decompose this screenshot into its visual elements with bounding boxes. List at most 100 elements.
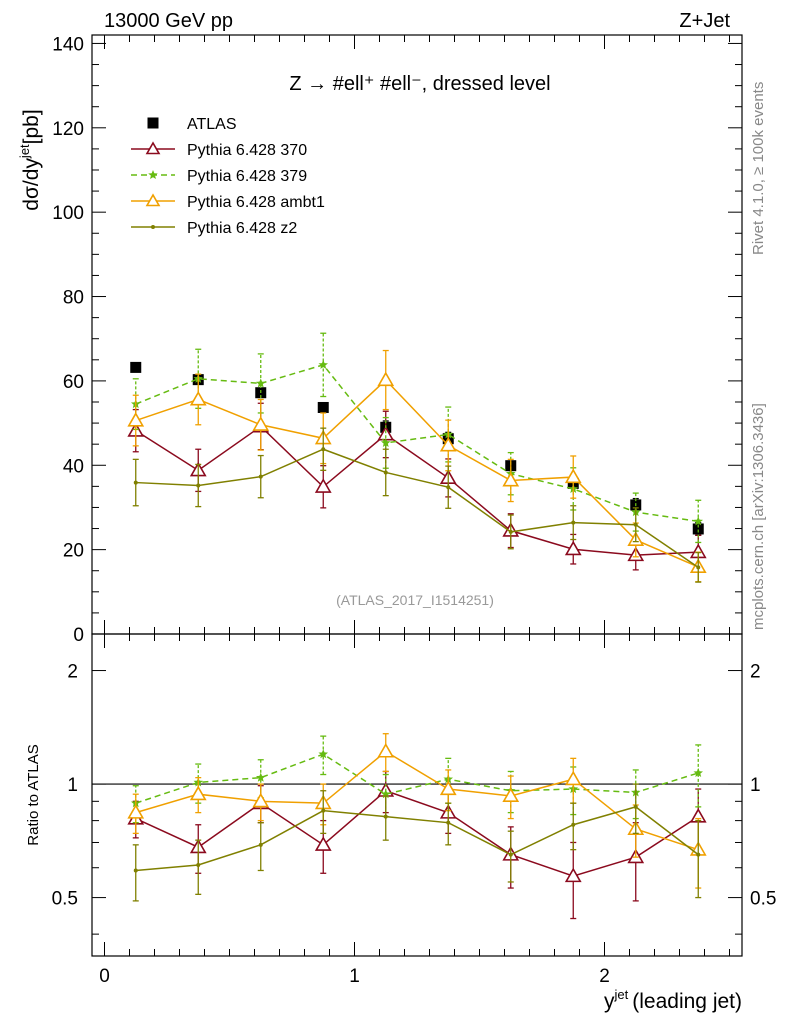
series-pythia-6-428-z2 [132, 783, 702, 902]
main-y-axis: 0 20 40 60 80 100 120 140 [52, 34, 742, 646]
ratio-panel-frame [91, 633, 743, 957]
series-line [135, 806, 699, 872]
main-x-ticks [104, 35, 730, 634]
data-point [692, 523, 704, 535]
series-line [135, 789, 699, 877]
data-point [151, 225, 155, 229]
header-process: Z+Jet [679, 10, 730, 32]
data-point [383, 814, 388, 819]
y-tick-label: 1 [67, 775, 78, 796]
series-pythia-6-428-379 [130, 735, 704, 824]
legend: ATLAS Pythia 6.428 370 Pythia 6.428 379 Pyt… [131, 116, 325, 237]
data-point [446, 485, 451, 490]
data-point [439, 780, 457, 796]
data-point [321, 447, 326, 452]
data-point [383, 470, 388, 475]
data-point [571, 822, 576, 827]
y-tick-label: 60 [63, 372, 84, 393]
legend-item: Pythia 6.428 370 [131, 141, 307, 159]
main-y-label: dσ/dyjet[pb] [17, 109, 43, 210]
series-line [135, 379, 699, 568]
ratio-y-label: Ratio to ATLAS [25, 744, 42, 845]
series-line [135, 753, 699, 804]
data-point [133, 868, 138, 873]
data-point [377, 742, 395, 758]
legend-item: Pythia 6.428 379 [131, 168, 307, 185]
ratio-y-axis: 0.5 0.5 1 1 2 2 [52, 662, 776, 935]
data-point [145, 193, 161, 207]
mcplots-reference-text: mcplots.cern.ch [arXiv:1306.3436] [750, 403, 767, 630]
y-tick-label-right: 2 [750, 662, 761, 683]
legend-item: ATLAS [147, 116, 237, 133]
series-pythia-6-428-370 [127, 402, 707, 571]
x-tick-label: 2 [599, 966, 610, 987]
data-point [130, 361, 142, 373]
series-atlas [130, 361, 704, 536]
data-point [196, 483, 201, 488]
x-axis-label: yjet (leading jet) [604, 987, 742, 1013]
y-tick-label: 40 [63, 456, 84, 477]
y-tick-label-right: 0.5 [750, 889, 776, 910]
data-point [564, 540, 582, 556]
y-tick-label: 0 [73, 625, 84, 646]
data-point [255, 772, 266, 782]
series-line [135, 750, 699, 851]
y-tick-label-right: 1 [750, 775, 761, 796]
data-point [148, 170, 158, 180]
data-point [633, 522, 638, 527]
data-point [508, 529, 513, 534]
data-point [127, 411, 145, 427]
data-point [446, 820, 451, 825]
series-line [135, 364, 699, 523]
legend-label: Pythia 6.428 379 [187, 168, 307, 185]
data-point [696, 852, 701, 857]
data-point [255, 378, 266, 388]
data-point [564, 867, 582, 883]
data-point [196, 863, 201, 868]
y-tick-label: 120 [52, 119, 84, 140]
series-pythia-6-428-ambt1 [127, 733, 707, 889]
data-point [189, 785, 207, 801]
data-point [318, 359, 329, 369]
series-line [135, 448, 699, 568]
x-tick-label: 0 [99, 966, 110, 987]
plot-title: Z → #ell⁺ #ell⁻, dressed level [289, 73, 550, 95]
data-point [314, 836, 332, 851]
legend-label: Pythia 6.428 370 [187, 142, 307, 159]
data-point [258, 474, 263, 479]
data-point [564, 770, 582, 786]
data-point [314, 478, 332, 493]
data-point [508, 852, 513, 857]
y-tick-label: 0.5 [52, 889, 78, 910]
x-tick-label: 1 [349, 966, 360, 987]
data-point [189, 390, 207, 406]
data-point [318, 749, 329, 759]
data-point [571, 520, 576, 525]
y-tick-label: 2 [67, 662, 78, 683]
data-point [380, 437, 391, 447]
analysis-watermark: (ATLAS_2017_I1514251) [336, 592, 494, 608]
data-point [127, 804, 145, 819]
series-pythia-6-428-z2 [132, 427, 702, 583]
y-tick-label: 80 [63, 288, 84, 309]
data-point [258, 842, 263, 847]
legend-label: Pythia 6.428 ambt1 [187, 194, 325, 211]
legend-item: Pythia 6.428 z2 [131, 220, 297, 237]
series-pythia-6-428-379 [130, 332, 704, 544]
data-point [252, 792, 270, 808]
data-point [317, 401, 329, 413]
data-point [145, 141, 161, 155]
rivet-version-text: Rivet 4.1.0, ≥ 100k events [750, 82, 767, 255]
data-point [693, 516, 704, 526]
ratio-x-axis: 0 1 2 [99, 634, 730, 987]
series-pythia-6-428-370 [127, 770, 707, 920]
data-point [321, 808, 326, 813]
legend-label: Pythia 6.428 z2 [187, 220, 297, 237]
data-point [147, 117, 159, 129]
legend-item: Pythia 6.428 ambt1 [131, 193, 325, 211]
legend-label: ATLAS [187, 116, 237, 133]
data-point [633, 804, 638, 809]
y-tick-label: 140 [52, 34, 84, 55]
data-point [696, 565, 701, 570]
